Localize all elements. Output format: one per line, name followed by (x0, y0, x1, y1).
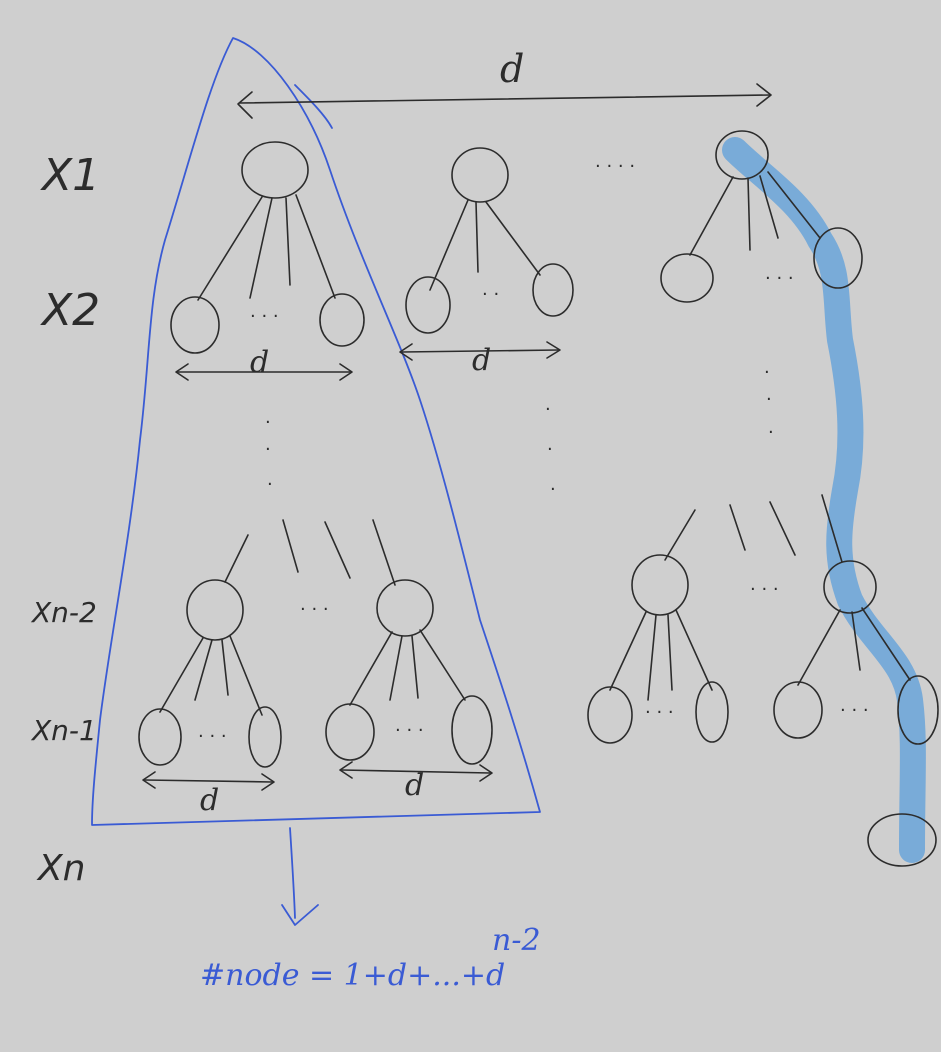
svg-text:·: · (547, 439, 553, 460)
svg-text:· · ·: · · · (840, 700, 869, 721)
bottom-left-arrow-label: d (200, 783, 219, 818)
right-tree-bottom: · · · · · · · · · (587, 554, 939, 867)
tree-node (867, 813, 937, 867)
level-label-xn-1: Xn-1 (30, 714, 97, 747)
svg-text:· · ·: · · · (198, 726, 227, 747)
tree-node (451, 147, 509, 203)
tree-node (376, 579, 434, 637)
middle-tree-top: · · d · · · · (399, 147, 635, 378)
svg-text:· · ·: · · · (765, 268, 794, 289)
level-label-xn-2: Xn-2 (30, 596, 97, 629)
formula-exponent: n-2 (492, 923, 541, 958)
svg-text:·: · (768, 422, 774, 443)
svg-text:· · ·: · · · (300, 599, 329, 620)
svg-text:· · ·: · · · (750, 579, 779, 600)
tree-node (715, 130, 769, 180)
tree-node (325, 703, 375, 761)
tree-node (319, 293, 365, 347)
tree-node (823, 560, 877, 614)
svg-text:·: · (265, 412, 271, 433)
tree-node (451, 695, 493, 765)
top-width-arrow: d (237, 47, 772, 119)
level-label-x2: X2 (40, 285, 100, 336)
top-arrow-label: d (500, 47, 524, 91)
svg-text:· · ·: · · · (645, 702, 674, 723)
tree-node (186, 579, 244, 641)
tree-node (773, 681, 823, 739)
vertical-ellipsis: · · · · · · · · · (265, 362, 774, 500)
tree-node (695, 681, 729, 743)
formula-arrow (281, 827, 319, 926)
tree-node (248, 706, 282, 768)
tree-node (897, 675, 939, 745)
tree-node (170, 296, 220, 354)
svg-text:· ·: · · (482, 284, 499, 305)
right-tree-top: · · · (660, 130, 863, 303)
left-tree-top: · · · d (170, 141, 365, 381)
svg-text:· · · ·: · · · · (595, 156, 635, 177)
tree-node (138, 708, 182, 766)
svg-text:·: · (764, 362, 770, 383)
svg-text:·: · (550, 479, 556, 500)
highlighted-path (722, 137, 926, 863)
tree-node (631, 554, 689, 616)
level-label-x1: X1 (40, 150, 100, 201)
svg-text:·: · (545, 399, 551, 420)
svg-text:·: · (267, 474, 273, 495)
tree-node (405, 276, 451, 334)
subtree-outline-tail (294, 84, 333, 129)
bottom-mid-arrow-label: d (405, 768, 424, 803)
tree-node (587, 686, 633, 744)
tree-node (532, 263, 574, 317)
level-label-xn: Xn (36, 848, 85, 889)
tree-node (241, 141, 309, 199)
tree-node (660, 253, 714, 303)
svg-text:· · ·: · · · (395, 720, 424, 741)
svg-text:· · ·: · · · (250, 306, 279, 327)
left-tree-bottom: · · · d · · · d · · · (138, 579, 493, 818)
node-count-formula: #node = 1+d+...+d n-2 (200, 923, 541, 993)
svg-text:·: · (766, 389, 772, 410)
tree-node (813, 227, 863, 289)
formula-text: #node = 1+d+...+d (200, 958, 505, 993)
level2-left-arrow-label: d (250, 345, 269, 380)
level2-mid-arrow-label: d (472, 343, 491, 378)
svg-text:·: · (265, 439, 271, 460)
branch-strokes (224, 494, 843, 586)
subtree-outline (91, 37, 541, 826)
